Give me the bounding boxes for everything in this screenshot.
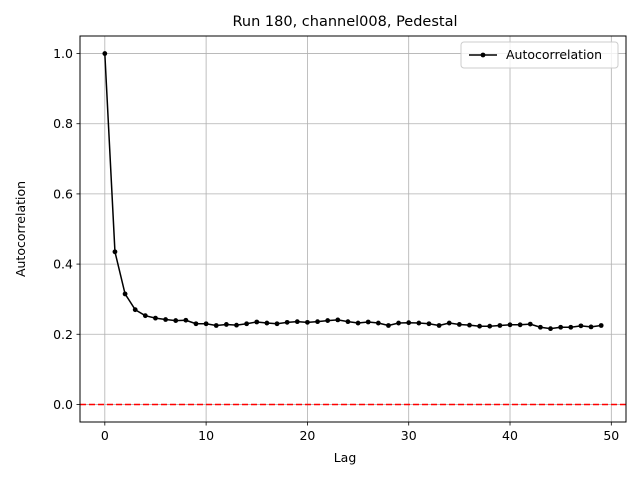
x-tick-label: 40 — [502, 428, 518, 443]
data-point — [112, 249, 118, 255]
data-point — [396, 320, 401, 326]
data-point — [203, 321, 209, 327]
data-point — [568, 324, 574, 330]
ticks: 0 10 20 30 40 50 0.0 0.2 0.4 0.6 0.8 1.0 — [53, 46, 619, 443]
legend-box — [460, 41, 619, 69]
data-point — [193, 321, 199, 327]
y-tick-label: 0.0 — [53, 397, 73, 412]
data-point — [163, 317, 168, 322]
data-point — [548, 326, 553, 332]
data-point — [477, 323, 483, 329]
x-axis-label: Lag — [334, 450, 357, 465]
data-point — [345, 319, 351, 325]
data-point — [244, 321, 250, 327]
data-point — [294, 319, 300, 325]
x-tick-label: 0 — [101, 428, 109, 443]
legend: Autocorrelation — [460, 41, 619, 69]
data-point — [122, 291, 128, 297]
data-point — [406, 320, 412, 326]
data-point — [325, 318, 331, 323]
data-point — [386, 323, 391, 328]
y-tick-label: 0.8 — [53, 116, 73, 131]
data-point — [497, 323, 503, 328]
y-tick-label: 0.2 — [53, 327, 73, 342]
data-point — [598, 323, 604, 328]
data-point — [223, 322, 229, 327]
x-tick-label: 30 — [401, 428, 417, 443]
data-point — [588, 324, 594, 330]
data-point — [264, 320, 270, 326]
data-point — [335, 317, 341, 323]
x-tick-label: 20 — [299, 428, 315, 443]
x-tick-label: 10 — [198, 428, 214, 443]
data-point — [305, 319, 310, 325]
data-point — [315, 319, 320, 325]
data-point — [142, 313, 148, 319]
data-point — [274, 321, 280, 327]
legend-marker-swatch — [480, 52, 486, 58]
data-point — [527, 321, 533, 327]
data-point — [538, 324, 543, 330]
data-point — [213, 323, 219, 328]
data-point — [456, 322, 462, 327]
data-point — [467, 322, 472, 328]
x-tick-label: 50 — [603, 428, 619, 443]
data-point — [487, 323, 493, 329]
data-point — [284, 319, 290, 325]
chart-title: Run 180, channel008, Pedestal — [232, 14, 457, 30]
data-point — [153, 315, 158, 321]
y-tick-label: 0.4 — [53, 257, 73, 272]
data-point — [234, 322, 239, 328]
data-point — [446, 320, 452, 326]
data-point — [183, 317, 189, 323]
y-tick-label: 1.0 — [53, 46, 73, 61]
data-point — [365, 319, 371, 325]
data-point — [416, 320, 422, 326]
data-point — [426, 321, 432, 327]
data-point — [102, 51, 108, 56]
y-axis-label: Autocorrelation — [13, 181, 28, 277]
data-point — [375, 320, 381, 326]
data-point — [355, 320, 361, 326]
data-point — [517, 322, 523, 328]
data-point — [254, 319, 260, 325]
data-point — [578, 323, 584, 329]
data-point — [132, 307, 138, 313]
y-tick-label: 0.6 — [53, 186, 73, 201]
series — [102, 51, 604, 332]
data-point — [436, 323, 442, 328]
legend-entry-autocorrelation: Autocorrelation — [506, 47, 602, 62]
data-point — [507, 322, 513, 328]
plot-frame — [79, 35, 627, 423]
data-point — [173, 318, 179, 323]
data-point — [558, 324, 564, 330]
